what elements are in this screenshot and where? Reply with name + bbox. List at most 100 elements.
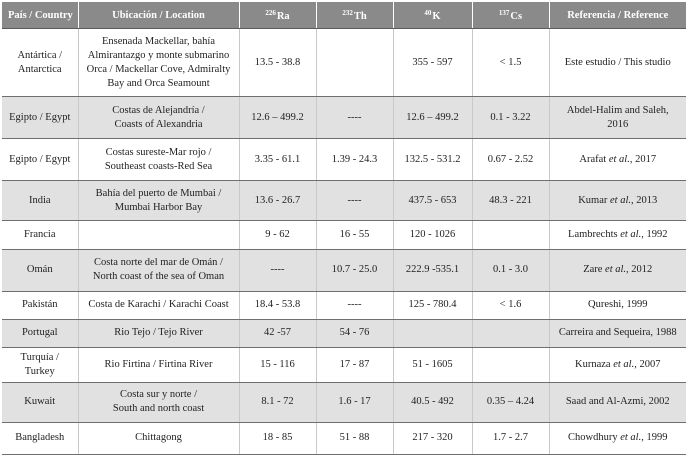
reference-author: Kurnaza: [575, 358, 614, 370]
location-cell: Costa norte del mar de Omán / North coas…: [78, 249, 240, 292]
country-cell: Antártica / Antarctica: [2, 28, 79, 98]
reference-year: , 2017: [629, 153, 657, 165]
location-cell: Costa sur y norte / South and north coas…: [78, 382, 240, 423]
reference-et-al: et al.: [613, 358, 635, 370]
location-cell: Rio Firtina / Firtina River: [78, 347, 240, 383]
location-cell: Ensenada Mackellar, bahía Almirantazgo y…: [78, 28, 240, 98]
cs137-cell: 48.3 - 221: [472, 180, 550, 222]
reference-cell: Abdel-Halim and Saleh, 2016: [549, 96, 686, 140]
ra226-cell: 18.4 - 53.8: [239, 291, 317, 320]
reference-cell: Kumar et al., 2013: [549, 180, 686, 222]
ra226-cell: 12.6 – 499.2: [239, 96, 317, 140]
ra226-cell: ----: [239, 249, 317, 292]
reference-cell: Qureshi, 1999: [549, 291, 686, 320]
cs137-cell: 0.1 - 3.22: [472, 96, 550, 140]
header-cs137: 137Cs: [472, 2, 550, 29]
country-cell: Omán: [2, 249, 79, 292]
table-row: India Bahía del puerto de Mumbai / Mumbai…: [2, 180, 686, 222]
country-cell: Egipto / Egypt: [2, 96, 79, 140]
reference-cell: Kurnaza et al., 2007: [549, 347, 686, 383]
location-cell: Chittagong: [78, 422, 240, 456]
th-mass-number: 232: [342, 8, 353, 17]
table-row: Egipto / Egypt Costas sureste-Mar rojo / …: [2, 138, 686, 182]
table-row: Portugal Rio Tejo / Tejo River 42 -57 54 - …: [2, 319, 686, 348]
reference-et-al: et al.: [620, 432, 642, 444]
country-cell: Egipto / Egypt: [2, 138, 79, 182]
reference-year: , 2013: [631, 194, 658, 206]
k40-cell: 12.6 – 499.2: [393, 96, 473, 140]
th232-cell: [316, 28, 394, 98]
cs137-cell: 1.7 - 2.7: [472, 422, 550, 456]
table-row: Bangladesh Chittagong 18 - 85 51 - 88 217 - …: [2, 422, 686, 456]
cs137-cell: 0.1 - 3.0: [472, 249, 550, 292]
reference-cell: Saad and Al-Azmi, 2002: [549, 382, 686, 423]
table-row: Kuwait Costa sur y norte / South and nort…: [2, 382, 686, 423]
th232-cell: ----: [316, 180, 394, 222]
ra-mass-number: 226: [265, 8, 276, 17]
th232-cell: 1.39 - 24.3: [316, 138, 394, 182]
location-cell: [78, 220, 240, 250]
table-row: Turquía / Turkey Rio Firtina / Firtina Ri…: [2, 347, 686, 383]
table-row: Omán Costa norte del mar de Omán / North …: [2, 249, 686, 292]
th232-cell: 51 - 88: [316, 422, 394, 456]
reference-cell: Chowdhury et al., 1999: [549, 422, 686, 456]
k40-cell: 120 - 1026: [393, 220, 473, 250]
country-cell: Pakistán: [2, 291, 79, 320]
country-cell: Portugal: [2, 319, 79, 348]
cs137-cell: < 1.6: [472, 291, 550, 320]
reference-author: Lambrechts: [568, 228, 621, 240]
cs137-cell: < 1.5: [472, 28, 550, 98]
reference-author: Chowdhury: [568, 432, 621, 444]
reference-year: , 2012: [626, 264, 653, 276]
reference-et-al: et al.: [608, 153, 630, 165]
reference-author: Saad and Al-Azmi, 2002: [565, 396, 670, 408]
country-cell: Kuwait: [2, 382, 79, 423]
k40-cell: 217 - 320: [393, 422, 473, 456]
reference-author: Qureshi, 1999: [588, 299, 648, 311]
reference-author: Arafat: [579, 153, 609, 165]
header-country: País / Country: [2, 2, 79, 29]
reference-cell: Arafat et al., 2017: [549, 138, 686, 182]
reference-et-al: et al.: [620, 228, 642, 240]
k40-cell: 40.5 - 492: [393, 382, 473, 423]
location-cell: Costa de Karachi / Karachi Coast: [78, 291, 240, 320]
reference-author: Zare: [583, 264, 606, 276]
th232-cell: ----: [316, 291, 394, 320]
table-row: Francia 9 - 62 16 - 55 120 - 1026 Lambrechts…: [2, 220, 686, 250]
k40-cell: 125 - 780.4: [393, 291, 473, 320]
location-cell: Rio Tejo / Tejo River: [78, 319, 240, 348]
cs137-cell: [472, 319, 550, 348]
header-th232: 232Th: [316, 2, 394, 29]
ra226-cell: 15 - 116: [239, 347, 317, 383]
reference-author: Kumar: [578, 194, 611, 206]
reference-cell: Este estudio / This studio: [549, 28, 686, 98]
header-ra226: 226Ra: [239, 2, 317, 29]
reference-cell: Zare et al., 2012: [549, 249, 686, 292]
reference-cell: Carreira and Sequeira, 1988: [549, 319, 686, 348]
ra226-cell: 9 - 62: [239, 220, 317, 250]
k40-cell: 355 - 597: [393, 28, 473, 98]
country-cell: Bangladesh: [2, 422, 79, 456]
reference-et-al: et al.: [610, 194, 632, 206]
country-cell: India: [2, 180, 79, 222]
th232-cell: 54 - 76: [316, 319, 394, 348]
table-row: Pakistán Costa de Karachi / Karachi Coast…: [2, 291, 686, 320]
header-reference: Referencia / Reference: [549, 2, 686, 29]
k40-cell: 132.5 - 531.2: [393, 138, 473, 182]
header-k40: 40K: [393, 2, 473, 29]
k40-cell: 51 - 1605: [393, 347, 473, 383]
country-cell: Turquía / Turkey: [2, 347, 79, 383]
th232-cell: ----: [316, 96, 394, 140]
reference-year: , 2007: [634, 358, 661, 370]
k40-cell: [393, 319, 473, 348]
reference-cell: Lambrechts et al., 1992: [549, 220, 686, 250]
table-row: Antártica / Antarctica Ensenada Mackellar…: [2, 28, 686, 98]
cs137-cell: [472, 347, 550, 383]
reference-author: Abdel-Halim and Saleh, 2016: [566, 104, 669, 130]
reference-et-al: et al.: [605, 264, 627, 276]
ra-symbol: Ra: [276, 10, 290, 22]
ra226-cell: 8.1 - 72: [239, 382, 317, 423]
location-cell: Bahía del puerto de Mumbai / Mumbai Harb…: [78, 180, 240, 222]
location-cell: Costas de Alejandría / Coasts of Alexand…: [78, 96, 240, 140]
